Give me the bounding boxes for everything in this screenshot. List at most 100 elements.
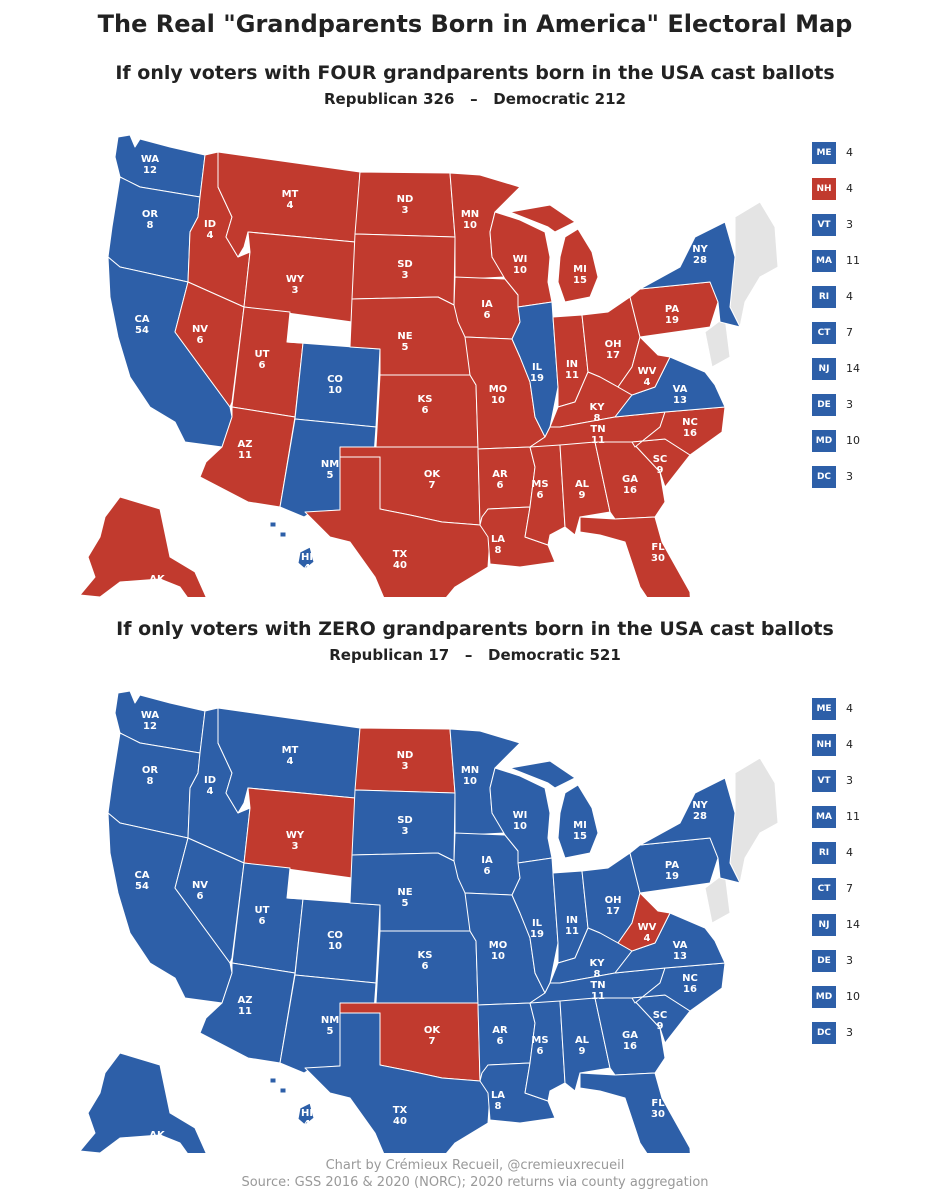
state-electoral-votes: 8 — [594, 969, 601, 980]
state-abbr: MT — [282, 189, 299, 200]
state-abbr: AK — [149, 1130, 166, 1141]
state-electoral-votes: 10 — [328, 385, 342, 396]
state-electoral-votes: 3 — [402, 270, 409, 281]
state-electoral-votes: 6 — [422, 961, 429, 972]
legend-item-me: ME 4 — [812, 698, 932, 720]
state-abbr: IL — [532, 362, 543, 373]
totals-separator: – — [464, 646, 473, 664]
state-label-tn: TN 11 — [590, 980, 605, 1002]
state-label-sd: SD 3 — [397, 815, 413, 837]
state-electoral-votes: 7 — [429, 480, 436, 491]
state-label-tn: TN 11 — [590, 424, 605, 446]
state-abbr: AL — [575, 479, 590, 490]
legend-item-md: MD 10 — [812, 986, 932, 1008]
legend-state-box: VT — [812, 770, 836, 792]
state-abbr: MI — [573, 820, 587, 831]
state-abbr: LA — [491, 534, 505, 545]
state-label-ok: OK 7 — [424, 1025, 442, 1047]
state-abbr: OR — [142, 209, 159, 220]
state-label-ga: GA 16 — [622, 474, 638, 496]
state-electoral-votes: 6 — [422, 405, 429, 416]
electoral-totals: Republican 326 – Democratic 212 — [0, 90, 950, 108]
legend-electoral-votes: 10 — [846, 434, 860, 447]
state-label-oh: OH 17 — [605, 339, 622, 361]
legend-state-box: CT — [812, 322, 836, 344]
state-abbr: NY — [692, 800, 708, 811]
state-label-ga: GA 16 — [622, 1030, 638, 1052]
state-abbr: WA — [141, 154, 160, 165]
legend-state-box: RI — [812, 842, 836, 864]
state-label-nv: NV 6 — [192, 324, 208, 346]
state-label-tx: TX 40 — [393, 1105, 408, 1127]
map-panel-four-grandparents: If only voters with FOUR grandparents bo… — [0, 62, 950, 622]
state-label-wi: WI 10 — [513, 254, 528, 276]
state-abbr: KY — [590, 958, 606, 969]
state-abbr: HI — [301, 1108, 313, 1119]
state-abbr: NE — [397, 331, 412, 342]
state-label-tx: TX 40 — [393, 549, 408, 571]
legend-state-box: ME — [812, 698, 836, 720]
state-label-co: CO 10 — [327, 374, 343, 396]
state-abbr: SC — [653, 454, 668, 465]
state-abbr: ND — [397, 750, 414, 761]
state-abbr: MN — [461, 209, 479, 220]
state-label-va: VA 13 — [673, 384, 688, 406]
state-electoral-votes: 5 — [402, 898, 409, 909]
state-abbr: CA — [134, 314, 149, 325]
legend-state-box: DE — [812, 394, 836, 416]
legend-state-box: MA — [812, 250, 836, 272]
legend-electoral-votes: 3 — [846, 470, 853, 483]
state-abbr: AR — [492, 469, 508, 480]
state-shape-ny — [639, 221, 741, 328]
state-label-sc: SC 9 — [653, 1010, 668, 1032]
state-label-nd: ND 3 — [397, 750, 414, 772]
legend-electoral-votes: 11 — [846, 810, 860, 823]
state-abbr: WY — [286, 830, 305, 841]
state-label-ms: MS 6 — [531, 479, 548, 501]
state-electoral-votes: 16 — [683, 984, 697, 995]
legend-item-md: MD 10 — [812, 430, 932, 452]
state-label-ca: CA 54 — [134, 870, 149, 892]
state-electoral-votes: 16 — [623, 485, 637, 496]
state-shape-ak — [79, 496, 207, 597]
legend-item-nj: NJ 14 — [812, 914, 932, 936]
state-label-wy: WY 3 — [286, 830, 305, 852]
state-electoral-votes: 10 — [463, 220, 477, 231]
state-abbr: LA — [491, 1090, 505, 1101]
chart-credit: Chart by Crémieux Recueil, @cremieuxrecu… — [325, 1158, 625, 1173]
state-abbr: KY — [590, 402, 606, 413]
state-electoral-votes: 3 — [402, 205, 409, 216]
state-shape-nv — [174, 281, 245, 408]
state-label-nc: NC 16 — [682, 973, 698, 995]
state-label-pa: PA 19 — [665, 304, 679, 326]
legend-item-me: ME 4 — [812, 142, 932, 164]
state-electoral-votes: 4 — [287, 756, 294, 767]
state-electoral-votes: 40 — [393, 1116, 407, 1127]
state-electoral-votes: 4 — [207, 786, 214, 797]
state-electoral-votes: 8 — [147, 220, 154, 231]
state-abbr: TN — [590, 980, 605, 991]
democratic-total: 212 — [594, 90, 626, 108]
state-label-il: IL 19 — [530, 918, 544, 940]
state-electoral-votes: 30 — [651, 1109, 665, 1120]
legend-item-dc: DC 3 — [812, 1022, 932, 1044]
main-title: The Real "Grandparents Born in America" … — [97, 10, 853, 38]
state-abbr: IN — [566, 915, 578, 926]
state-electoral-votes: 16 — [683, 428, 697, 439]
legend-item-de: DE 3 — [812, 950, 932, 972]
state-label-mt: MT 4 — [282, 189, 299, 211]
state-label-ks: KS 6 — [418, 394, 433, 416]
state-label-ar: AR 6 — [492, 1025, 508, 1047]
state-abbr: MO — [489, 940, 507, 951]
state-abbr: NM — [321, 1015, 339, 1026]
state-label-mo: MO 10 — [489, 940, 507, 962]
state-abbr: IN — [566, 359, 578, 370]
state-label-la: LA 8 — [491, 1090, 505, 1112]
state-shape-wv — [617, 336, 671, 396]
state-electoral-votes: 8 — [495, 545, 502, 556]
state-abbr: IL — [532, 918, 543, 929]
legend-electoral-votes: 4 — [846, 702, 853, 715]
state-electoral-votes: 17 — [606, 350, 620, 361]
state-electoral-votes: 10 — [513, 821, 527, 832]
